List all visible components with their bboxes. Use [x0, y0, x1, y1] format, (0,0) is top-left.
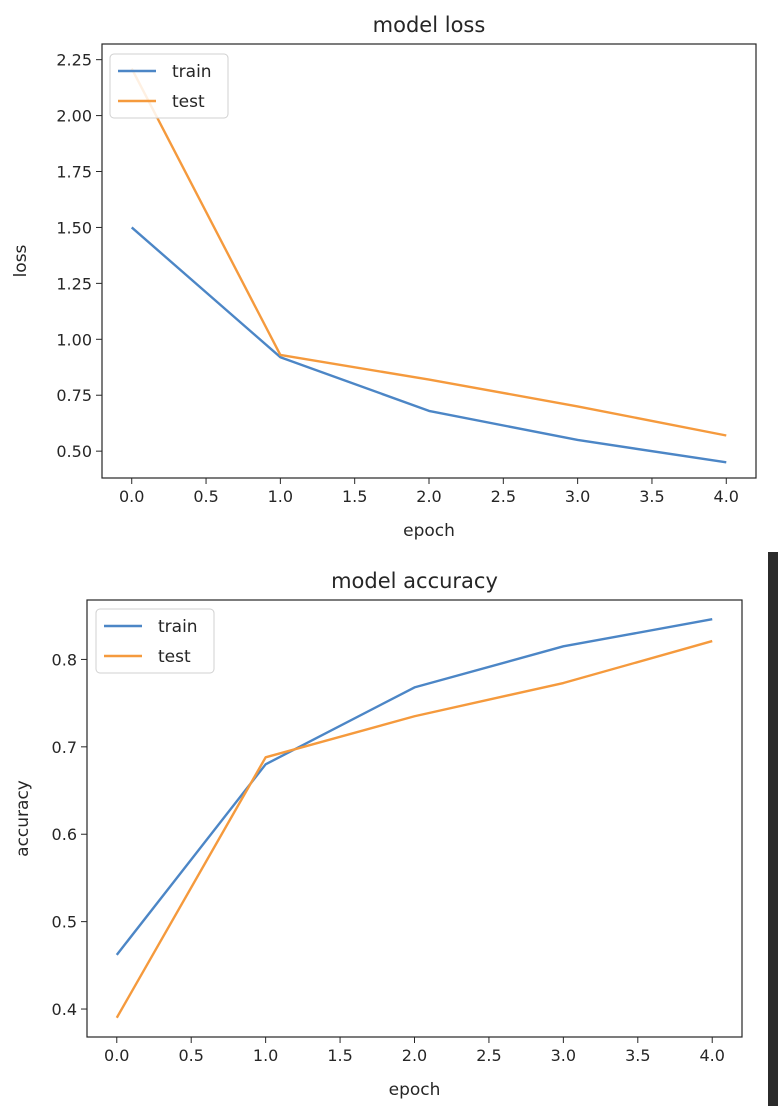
y-tick-label: 0.4	[52, 1000, 77, 1019]
x-tick-label: 3.5	[625, 1046, 650, 1065]
x-tick-label: 0.5	[193, 487, 218, 506]
x-tick-label: 0.0	[104, 1046, 129, 1065]
legend: train test	[95, 608, 215, 674]
x-tick-label: 1.5	[342, 487, 367, 506]
y-tick-label: 1.75	[56, 163, 92, 182]
y-tick-label: 2.25	[56, 51, 92, 70]
legend-label-train: train	[158, 617, 198, 637]
chart-title: model loss	[373, 13, 486, 37]
x-tick-label: 3.5	[639, 487, 664, 506]
x-tick-label: 2.0	[402, 1046, 427, 1065]
legend: train test	[109, 53, 229, 119]
y-tick-label: 2.00	[56, 107, 92, 126]
x-tick-label: 3.0	[565, 487, 590, 506]
x-axis-label: epoch	[403, 521, 455, 541]
chart-0: model loss 0.0 0.5 1.0 1.5 2.0 2.5 3.0 3.5 4.0 0.5…	[11, 13, 757, 541]
legend-label-test: test	[158, 647, 191, 667]
y-axis-label: accuracy	[13, 780, 33, 857]
scrollbar[interactable]	[768, 552, 778, 1106]
x-tick-label: 2.5	[476, 1046, 501, 1065]
y-axis-label: loss	[11, 244, 31, 277]
x-tick-label: 3.0	[551, 1046, 576, 1065]
x-tick-label: 1.5	[327, 1046, 352, 1065]
legend-label-train: train	[172, 62, 212, 82]
series-line-test	[130, 68, 727, 437]
x-tick-label: 0.0	[119, 487, 144, 506]
chart-title: model accuracy	[331, 569, 498, 593]
y-tick-label: 0.5	[52, 913, 77, 932]
y-tick-label: 0.6	[52, 825, 77, 844]
series-line-train	[115, 618, 713, 956]
x-tick-label: 2.0	[416, 487, 441, 506]
legend-label-test: test	[172, 92, 205, 112]
x-tick-label: 4.0	[714, 487, 739, 506]
y-tick-label: 0.7	[52, 738, 77, 757]
series-line-test	[115, 639, 713, 1019]
x-tick-label: 1.0	[253, 1046, 278, 1065]
y-tick-label: 1.00	[56, 330, 92, 349]
y-tick-label: 1.25	[56, 274, 92, 293]
x-tick-label: 2.5	[491, 487, 516, 506]
y-tick-label: 0.8	[52, 650, 77, 669]
x-tick-label: 0.5	[178, 1046, 203, 1065]
series-line-train	[130, 226, 727, 464]
y-tick-label: 1.50	[56, 218, 92, 237]
x-axis-label: epoch	[389, 1080, 441, 1100]
x-tick-label: 1.0	[268, 487, 293, 506]
y-tick-label: 0.75	[56, 386, 92, 405]
chart-1: model accuracy 0.0 0.5 1.0 1.5 2.0 2.5 3.0 3.5 4.…	[13, 569, 743, 1100]
y-tick-label: 0.50	[56, 442, 92, 461]
x-tick-label: 4.0	[700, 1046, 725, 1065]
